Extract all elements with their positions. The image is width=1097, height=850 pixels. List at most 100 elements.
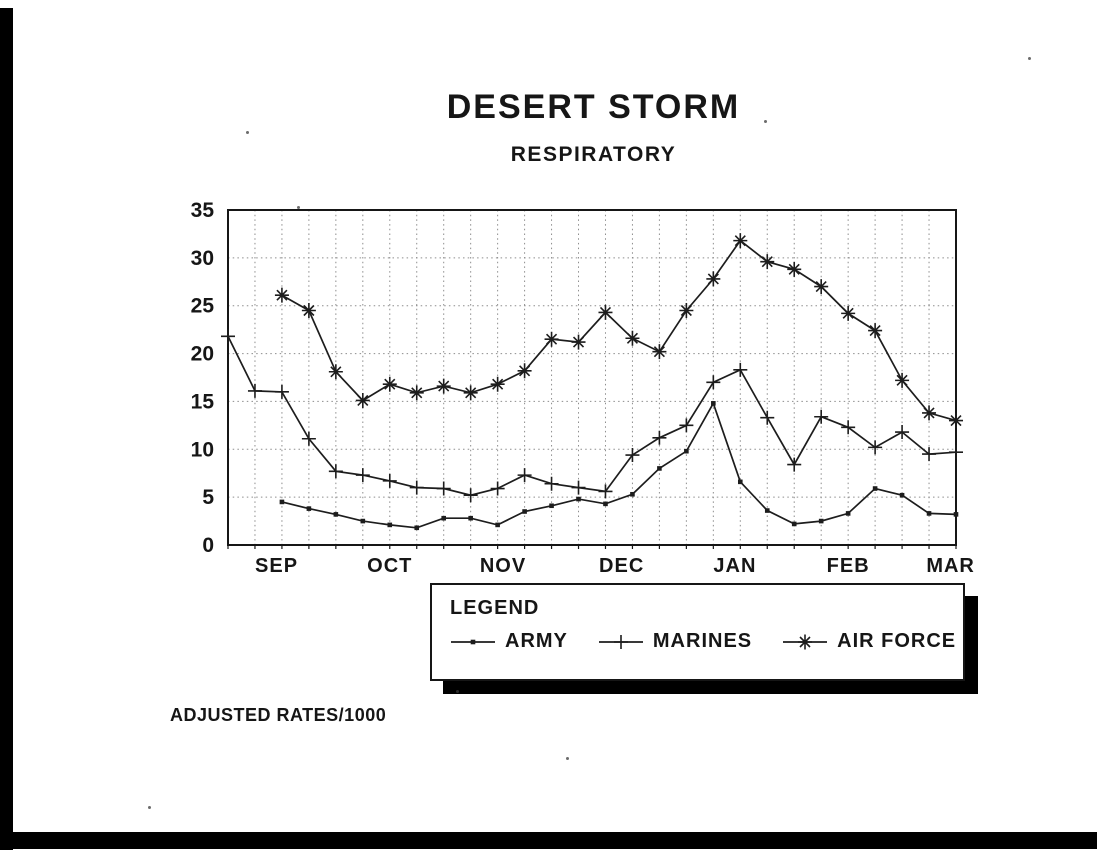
series-line-army bbox=[281, 401, 957, 529]
legend-title: LEGEND bbox=[450, 597, 540, 619]
army-dot-marker bbox=[737, 479, 743, 485]
air-force-asterisk-marker bbox=[517, 363, 532, 379]
scan-edge-left bbox=[0, 8, 13, 850]
army-dot-marker bbox=[470, 639, 476, 644]
army-dot-marker bbox=[603, 501, 608, 507]
scan-speck bbox=[1028, 57, 1031, 60]
air-force-asterisk-marker bbox=[652, 344, 667, 360]
marines-plus-marker bbox=[895, 425, 910, 440]
air-force-asterisk-marker bbox=[814, 279, 829, 295]
air-force-asterisk-marker bbox=[490, 376, 505, 392]
marines-plus-marker bbox=[247, 383, 262, 398]
legend-items: ARMY MARINES AIR FORCE bbox=[450, 630, 963, 653]
y-tick-label: 5 bbox=[202, 486, 214, 509]
marines-plus-marker bbox=[274, 384, 289, 399]
air-force-asterisk-marker bbox=[798, 634, 813, 649]
marines-plus-marker bbox=[301, 431, 316, 446]
scan-speck bbox=[246, 131, 249, 134]
air-force-asterisk-marker bbox=[463, 385, 478, 401]
marines-plus-marker bbox=[544, 476, 559, 491]
y-tick-label: 30 bbox=[191, 247, 214, 270]
army-dot-marker bbox=[441, 515, 447, 521]
army-dot-marker bbox=[360, 518, 366, 524]
scan-edge-bottom bbox=[0, 832, 1097, 849]
legend-item-label-air-force: AIR FORCE bbox=[837, 630, 957, 652]
y-tick-label: 0 bbox=[202, 534, 214, 557]
marines-plus-marker bbox=[463, 488, 478, 503]
month-label-mar: MAR bbox=[926, 555, 975, 577]
air-force-asterisk-marker bbox=[301, 303, 316, 318]
air-force-asterisk-marker bbox=[382, 376, 397, 392]
army-dot-marker bbox=[495, 522, 500, 528]
army-dot-marker bbox=[522, 509, 527, 514]
air-force-asterisk-marker bbox=[625, 330, 640, 346]
month-label-dec: DEC bbox=[599, 555, 644, 577]
army-dot-marker bbox=[872, 486, 878, 491]
marines-marker-icon bbox=[598, 634, 643, 649]
air-force-asterisk-marker bbox=[841, 305, 856, 321]
marines-plus-marker bbox=[598, 484, 613, 499]
series-line-air-force bbox=[281, 239, 957, 422]
marines-plus-marker bbox=[625, 448, 640, 463]
marines-plus-marker bbox=[571, 480, 586, 495]
air-force-asterisk-marker bbox=[733, 233, 748, 249]
marines-plus-marker bbox=[868, 440, 883, 455]
army-dot-marker bbox=[414, 525, 420, 531]
air-force-asterisk-marker bbox=[328, 364, 343, 380]
army-dot-marker bbox=[549, 503, 554, 509]
marines-plus-marker bbox=[787, 457, 802, 472]
army-dot-marker bbox=[953, 512, 959, 517]
marines-plus-marker bbox=[328, 464, 343, 479]
army-dot-marker bbox=[657, 466, 662, 471]
air-force-asterisk-marker bbox=[949, 413, 963, 429]
legend-item-army: ARMY bbox=[450, 630, 568, 653]
marines-plus-marker bbox=[436, 481, 451, 496]
marines-plus-marker bbox=[409, 480, 424, 495]
chart-subtitle: RESPIRATORY bbox=[510, 143, 677, 166]
month-label-oct: OCT bbox=[367, 555, 412, 577]
army-dot-marker bbox=[791, 521, 797, 527]
army-dot-marker bbox=[684, 448, 689, 454]
y-tick-label: 35 bbox=[191, 199, 215, 222]
y-tick-label: 20 bbox=[191, 343, 214, 366]
air-force-asterisk-marker bbox=[409, 385, 424, 401]
army-dot-marker bbox=[333, 512, 339, 517]
scan-speck bbox=[297, 206, 300, 209]
marines-plus-marker bbox=[760, 410, 775, 425]
air-force-asterisk-marker bbox=[598, 304, 613, 320]
air-force-asterisk-marker bbox=[679, 303, 694, 318]
army-dot-marker bbox=[468, 515, 473, 521]
marines-plus-marker bbox=[490, 481, 505, 496]
marines-plus-marker bbox=[221, 329, 235, 344]
chart-title: DESERT STORM bbox=[446, 88, 741, 126]
army-dot-marker bbox=[818, 518, 824, 524]
marines-plus-marker bbox=[949, 445, 963, 460]
month-label-feb: FEB bbox=[827, 555, 870, 577]
air-force-asterisk-marker bbox=[760, 254, 775, 270]
army-dot-marker bbox=[899, 492, 905, 498]
army-dot-marker bbox=[711, 401, 716, 406]
marines-plus-marker bbox=[679, 418, 694, 433]
marines-plus-marker bbox=[814, 409, 829, 424]
army-dot-marker bbox=[845, 511, 851, 516]
marines-plus-marker bbox=[382, 473, 397, 488]
series-line-marines bbox=[227, 335, 957, 497]
marines-plus-marker bbox=[841, 420, 856, 435]
marines-plus-marker bbox=[733, 362, 748, 377]
air-force-asterisk-marker bbox=[922, 405, 937, 421]
scan-speck bbox=[456, 690, 459, 693]
army-dot-marker bbox=[306, 506, 312, 511]
legend-item-label-marines: MARINES bbox=[652, 630, 753, 652]
month-label-jan: JAN bbox=[713, 555, 756, 577]
month-label-sep: SEP bbox=[255, 555, 298, 577]
air-force-asterisk-marker bbox=[544, 331, 559, 347]
army-marker-icon bbox=[451, 639, 495, 644]
air-force-asterisk-marker bbox=[571, 334, 586, 350]
air-force-asterisk-marker bbox=[274, 287, 289, 303]
legend-item-marines: MARINES bbox=[598, 630, 752, 653]
legend-item-air-force: AIR FORCE bbox=[782, 630, 956, 653]
air-force-asterisk-marker bbox=[355, 392, 370, 408]
army-dot-marker bbox=[576, 496, 581, 502]
